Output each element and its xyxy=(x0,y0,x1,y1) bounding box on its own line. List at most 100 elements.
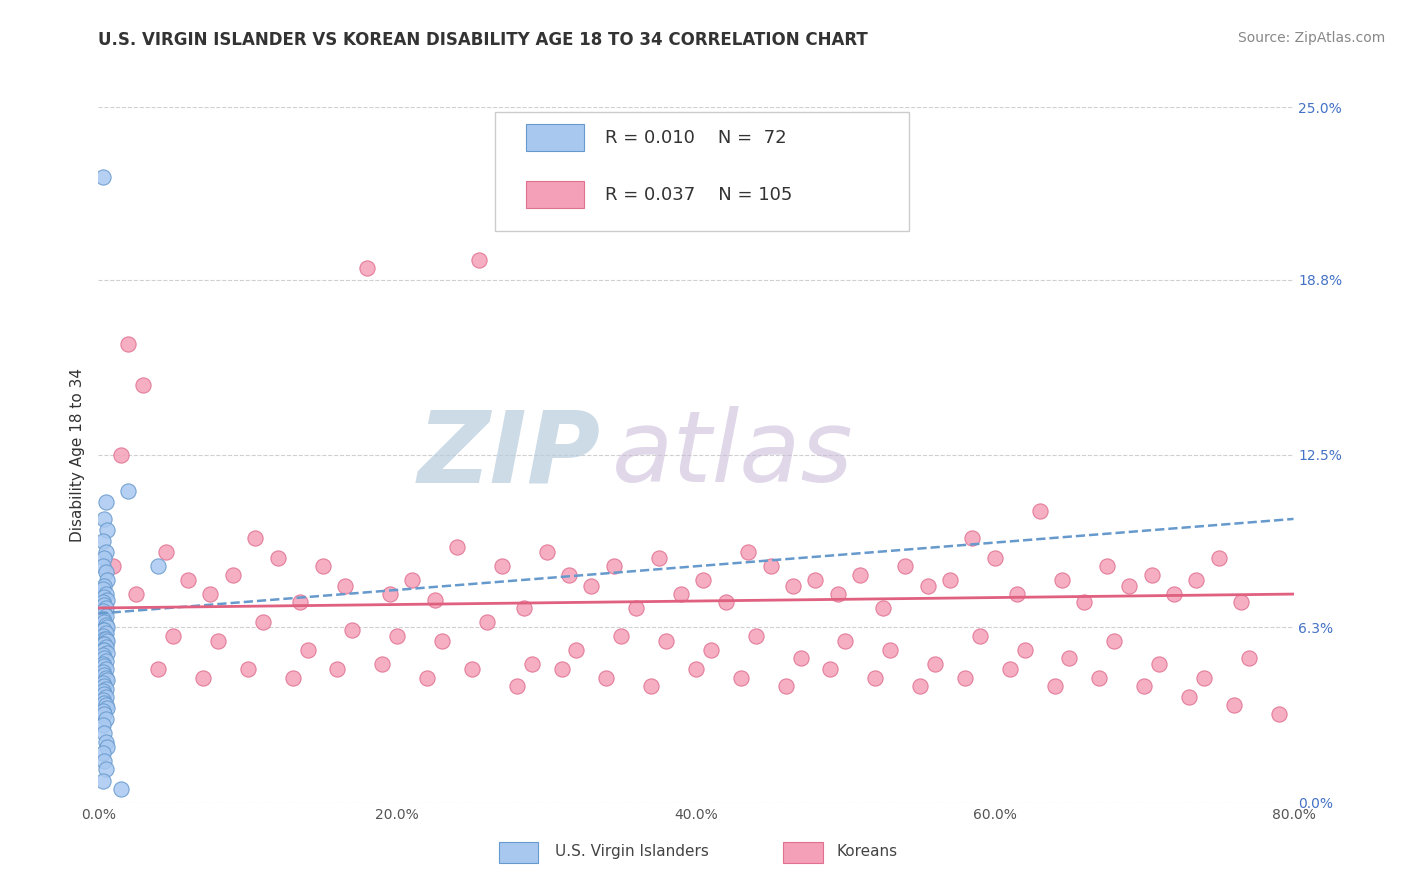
Point xyxy=(834,634,856,648)
Point xyxy=(863,671,887,685)
Point xyxy=(96,634,118,648)
Point xyxy=(953,671,976,685)
Point xyxy=(430,634,453,648)
Point xyxy=(245,532,267,546)
Point xyxy=(626,601,648,615)
Point xyxy=(93,624,115,638)
Point xyxy=(820,662,842,676)
Point xyxy=(94,763,117,777)
Point xyxy=(91,746,114,760)
Point xyxy=(96,523,118,537)
Point xyxy=(93,696,115,710)
Point xyxy=(775,679,797,693)
Point xyxy=(804,573,827,587)
Point xyxy=(110,781,132,796)
Point xyxy=(714,595,737,609)
Point xyxy=(94,662,117,676)
Point xyxy=(94,565,117,579)
Point xyxy=(91,648,114,663)
Point xyxy=(908,679,931,693)
Point xyxy=(96,620,118,634)
Point xyxy=(93,615,115,629)
Point xyxy=(93,706,115,721)
Point xyxy=(91,676,114,690)
FancyBboxPatch shape xyxy=(495,112,908,231)
Point xyxy=(91,629,114,643)
Point xyxy=(692,573,714,587)
Point xyxy=(148,662,170,676)
Point xyxy=(1005,587,1028,601)
Point xyxy=(267,550,290,565)
Point xyxy=(91,559,114,574)
Point xyxy=(520,657,543,671)
Point xyxy=(581,579,603,593)
Point xyxy=(94,640,117,654)
Point xyxy=(93,754,115,768)
Point xyxy=(94,495,117,509)
Point xyxy=(550,662,572,676)
Point xyxy=(96,646,118,660)
Point xyxy=(1043,679,1066,693)
Point xyxy=(917,579,939,593)
Text: R = 0.037    N = 105: R = 0.037 N = 105 xyxy=(605,186,793,203)
Point xyxy=(506,679,529,693)
Text: Source: ZipAtlas.com: Source: ZipAtlas.com xyxy=(1237,31,1385,45)
Point xyxy=(93,642,115,657)
Point xyxy=(655,634,678,648)
Point xyxy=(93,607,115,621)
Point xyxy=(1140,567,1163,582)
Point xyxy=(333,579,356,593)
Point xyxy=(1095,559,1118,574)
Point xyxy=(96,701,118,715)
Point xyxy=(924,657,946,671)
Point xyxy=(91,657,114,671)
Point xyxy=(1050,573,1073,587)
Point xyxy=(91,693,114,707)
Point xyxy=(96,592,118,607)
Point xyxy=(1147,657,1170,671)
Point xyxy=(103,559,125,574)
Point xyxy=(1230,595,1253,609)
Point xyxy=(207,634,229,648)
FancyBboxPatch shape xyxy=(526,181,583,208)
Point xyxy=(669,587,692,601)
Point xyxy=(96,740,118,755)
Point xyxy=(1102,634,1125,648)
Point xyxy=(93,632,115,646)
Point xyxy=(1073,595,1095,609)
Point xyxy=(1222,698,1246,713)
Point xyxy=(745,629,768,643)
Point xyxy=(93,659,115,673)
Point xyxy=(94,587,117,601)
Point xyxy=(252,615,274,629)
Point xyxy=(782,579,804,593)
Point xyxy=(132,378,155,392)
Point xyxy=(513,601,536,615)
Point xyxy=(93,726,115,740)
Point xyxy=(94,712,117,726)
Point xyxy=(91,612,114,626)
Point xyxy=(1267,706,1289,721)
Point xyxy=(558,567,581,582)
Point xyxy=(94,545,117,559)
Point xyxy=(93,651,115,665)
Point xyxy=(177,573,200,587)
Point xyxy=(155,545,177,559)
Point xyxy=(96,673,118,688)
Point xyxy=(311,559,333,574)
Point xyxy=(1133,679,1156,693)
Point xyxy=(1088,671,1111,685)
Point xyxy=(401,573,423,587)
Point xyxy=(93,667,115,681)
Point xyxy=(117,484,139,499)
Point xyxy=(342,624,364,638)
Point xyxy=(200,587,222,601)
Point xyxy=(110,448,132,462)
Point xyxy=(94,671,117,685)
Point xyxy=(475,615,498,629)
Point xyxy=(288,595,311,609)
Point xyxy=(94,681,117,696)
Text: U.S. VIRGIN ISLANDER VS KOREAN DISABILITY AGE 18 TO 34 CORRELATION CHART: U.S. VIRGIN ISLANDER VS KOREAN DISABILIT… xyxy=(98,31,868,49)
Text: ZIP: ZIP xyxy=(418,407,600,503)
Point xyxy=(759,559,782,574)
